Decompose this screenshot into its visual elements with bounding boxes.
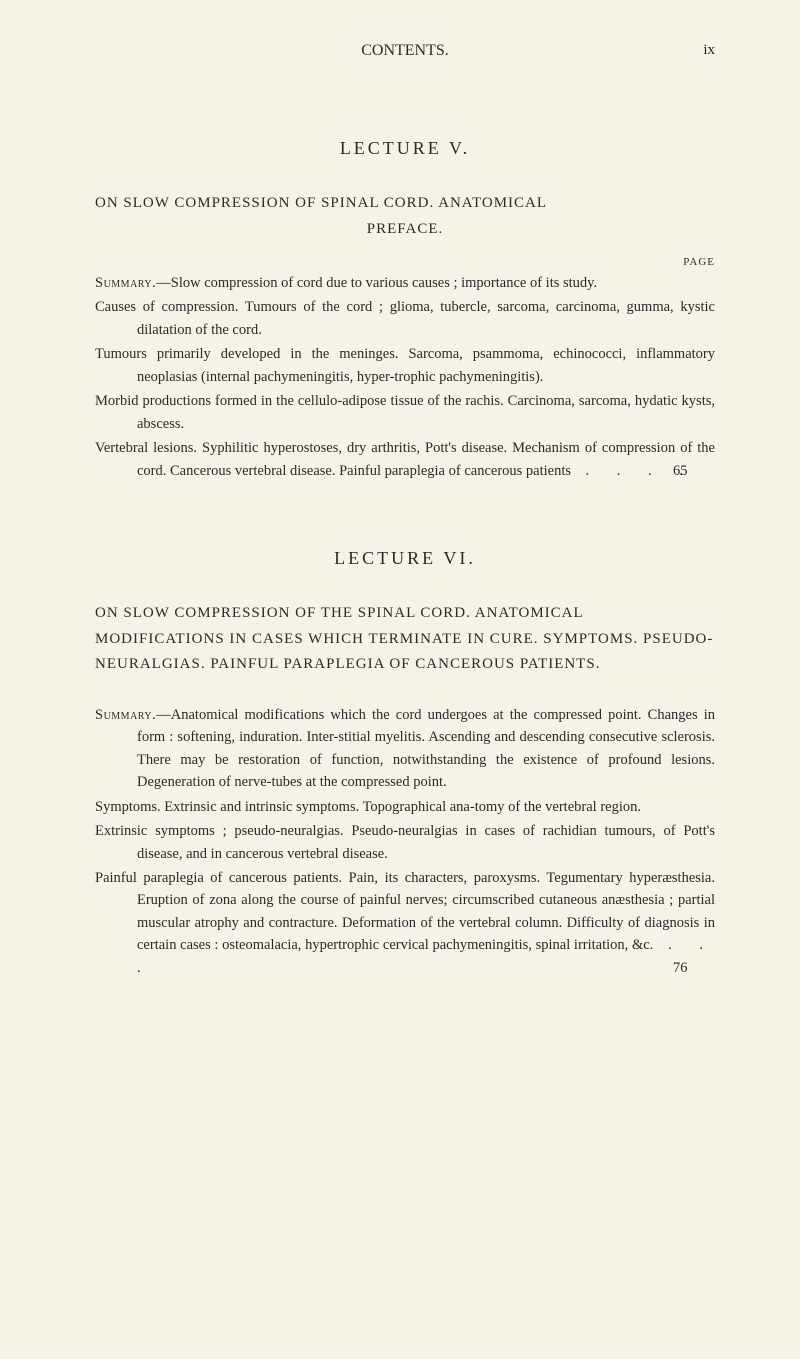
- page-column-label: PAGE: [95, 256, 715, 268]
- lecture-vi-summary: Summary.—Anatomical modifications which …: [95, 704, 715, 794]
- page-header: CONTENTS. ix: [95, 42, 715, 60]
- lecture-vi-p3: Painful paraplegia of cancerous patients…: [95, 867, 715, 979]
- lecture-vi-title: LECTURE VI.: [95, 548, 715, 569]
- page-number: ix: [703, 42, 715, 59]
- lecture-vi-p1: Symptoms. Extrinsic and intrinsic sympto…: [95, 796, 715, 818]
- summary-text: —Slow compression of cord due to various…: [156, 275, 597, 291]
- heading-line-2: PREFACE.: [95, 217, 715, 243]
- lecture-v-p3: Morbid productions formed in the cellulo…: [95, 390, 715, 435]
- lecture-vi-p2: Extrinsic symptoms ; pseudo-neuralgias. …: [95, 820, 715, 865]
- header-title: CONTENTS.: [361, 42, 449, 60]
- lecture-vi-p3-text: Painful paraplegia of cancerous patients…: [95, 870, 715, 953]
- lecture-v-title: LECTURE V.: [95, 138, 715, 159]
- small-gap: [95, 686, 715, 704]
- heading-vi-text: ON SLOW COMPRESSION OF THE SPINAL CORD. …: [95, 605, 713, 672]
- lecture-vi-heading: ON SLOW COMPRESSION OF THE SPINAL CORD. …: [95, 601, 715, 678]
- summary-label-vi: Summary.: [95, 707, 156, 723]
- section-gap: [95, 484, 715, 548]
- lecture-v-p2: Tumours primarily developed in the menin…: [95, 343, 715, 388]
- lecture-v-summary: Summary.—Slow compression of cord due to…: [95, 272, 715, 294]
- lecture-v-p1: Causes of compression. Tumours of the co…: [95, 296, 715, 341]
- heading-line-1: ON SLOW COMPRESSION OF SPINAL CORD. ANAT…: [95, 195, 547, 211]
- page-container: CONTENTS. ix LECTURE V. ON SLOW COMPRESS…: [0, 0, 800, 1359]
- summary-text-vi: —Anatomical modifications which the cord…: [137, 707, 715, 790]
- lecture-v-heading: ON SLOW COMPRESSION OF SPINAL CORD. ANAT…: [95, 191, 715, 242]
- summary-label: Summary.: [95, 275, 156, 291]
- lecture-v-p4: Vertebral lesions. Syphilitic hyperostos…: [95, 437, 715, 482]
